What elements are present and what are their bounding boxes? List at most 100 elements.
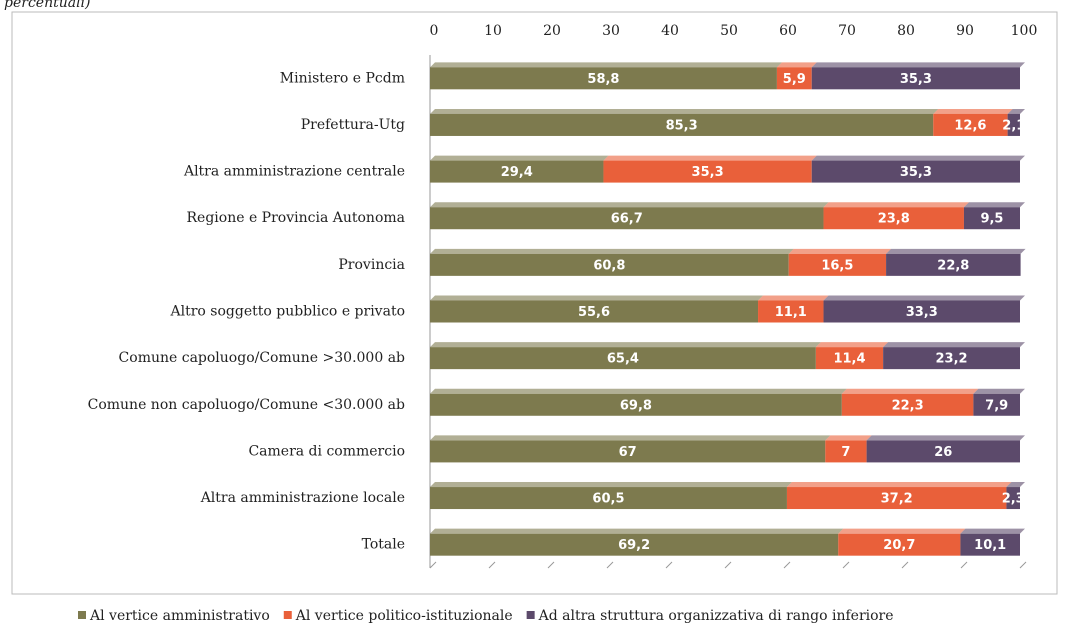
bar-top: [430, 482, 792, 488]
bar-segment: [973, 393, 1020, 416]
y-tick-label: Regione e Provincia Autonoma: [187, 210, 406, 226]
value-label: 33,3: [906, 305, 938, 320]
value-label: 69,2: [618, 538, 650, 553]
tick-mark: [488, 561, 496, 569]
bar-segment: [430, 533, 839, 556]
tick-mark: [606, 561, 614, 569]
bar-segment: [430, 67, 777, 90]
x-tick-label: 100: [1011, 23, 1038, 39]
x-tick-label: 40: [661, 23, 679, 39]
bar-top: [963, 202, 1025, 208]
value-label: 7,9: [985, 398, 1008, 413]
bar-segment: [838, 533, 961, 556]
value-label: 66,7: [611, 212, 643, 227]
x-tick-label: 50: [720, 23, 738, 39]
bar-top: [758, 295, 829, 301]
legend-swatch: [78, 611, 86, 619]
bar-segment: [823, 300, 1020, 323]
value-label: 12,6: [954, 118, 986, 133]
tick-mark: [547, 561, 555, 569]
y-tick-label: Altro soggetto pubblico e privato: [170, 304, 406, 320]
bar-top: [1006, 482, 1025, 488]
y-tick-label: Prefettura-Utg: [301, 117, 405, 133]
value-label: 23,8: [878, 212, 910, 227]
bar-segment: [430, 207, 824, 230]
value-label: 37,2: [881, 492, 913, 507]
y-tick-label: Comune non capoluogo/Comune <30.000 ab: [88, 397, 405, 413]
legend-label: Al vertice amministrativo: [89, 608, 270, 624]
bar-top: [430, 202, 829, 208]
x-tick-label: 0: [430, 23, 439, 39]
legend-swatch: [283, 611, 292, 619]
value-label: 26: [934, 445, 952, 460]
x-tick-label: 20: [543, 23, 561, 39]
bar-segment: [1007, 113, 1020, 136]
value-label: 60,5: [592, 492, 624, 507]
bar-top: [933, 108, 1013, 114]
bar-top: [823, 295, 1025, 301]
bar-segment: [811, 160, 1020, 183]
x-tick-label: 60: [779, 23, 797, 39]
value-label: 35,3: [692, 165, 724, 180]
value-label: 20,7: [883, 538, 915, 553]
legend-swatch: [526, 611, 535, 619]
bar-segment: [430, 440, 826, 463]
value-label: 85,3: [666, 118, 698, 133]
value-label: 29,4: [501, 165, 533, 180]
tick-mark: [665, 561, 673, 569]
bar-segment: [960, 533, 1020, 556]
value-label: 11,4: [833, 352, 865, 367]
bar-top: [786, 482, 1012, 488]
tick-mark: [783, 561, 791, 569]
value-label: 67: [619, 445, 637, 460]
bar-segment: [823, 207, 964, 230]
bar-top: [886, 248, 1026, 254]
subtitle: percentuali): [4, 0, 91, 11]
bar-segment: [815, 347, 884, 370]
bar-segment: [430, 253, 789, 276]
value-label: 22,3: [892, 398, 924, 413]
y-tick-label: Comune capoluogo/Comune >30.000 ab: [119, 350, 405, 366]
bar-top: [430, 388, 847, 394]
value-label: 11,1: [775, 305, 807, 320]
bar-segment: [758, 300, 824, 323]
tick-mark: [1019, 561, 1027, 569]
bar-top: [430, 295, 764, 301]
bar-top: [430, 62, 782, 68]
x-tick-label: 70: [838, 23, 856, 39]
bar-segment: [430, 393, 842, 416]
bar-segment: [1006, 487, 1020, 510]
value-label: 58,8: [587, 72, 619, 87]
bar-top: [788, 248, 892, 254]
value-label: 69,8: [620, 398, 652, 413]
value-label: 35,3: [900, 72, 932, 87]
bar-segment: [430, 160, 604, 183]
y-tick-label: Camera di commercio: [248, 443, 405, 459]
bar-segment: [883, 347, 1020, 370]
bar-segment: [786, 487, 1007, 510]
bar-segment: [430, 347, 816, 370]
bar-top: [811, 62, 1025, 68]
x-tick-label: 10: [484, 23, 502, 39]
bar-top: [603, 155, 817, 161]
bar-top: [841, 388, 979, 394]
bar-segment: [886, 253, 1021, 276]
bar-segment: [933, 113, 1008, 136]
value-label: 10,1: [974, 538, 1006, 553]
y-tick-label: Totale: [362, 537, 405, 553]
tick-mark: [429, 561, 437, 569]
x-tick-label: 80: [897, 23, 915, 39]
value-label: 22,8: [937, 258, 969, 273]
bar-top: [430, 248, 794, 254]
bar-top: [823, 202, 969, 208]
value-label: 65,4: [607, 352, 639, 367]
legend-label: Al vertice politico-istituzionale: [295, 608, 513, 624]
bar-segment: [430, 300, 759, 323]
y-tick-label: Altra amministrazione centrale: [183, 164, 405, 180]
bar-segment: [788, 253, 887, 276]
bar-top: [825, 435, 872, 441]
value-label: 9,5: [980, 212, 1003, 227]
value-label: 5,9: [783, 72, 806, 87]
tick-mark: [842, 561, 850, 569]
